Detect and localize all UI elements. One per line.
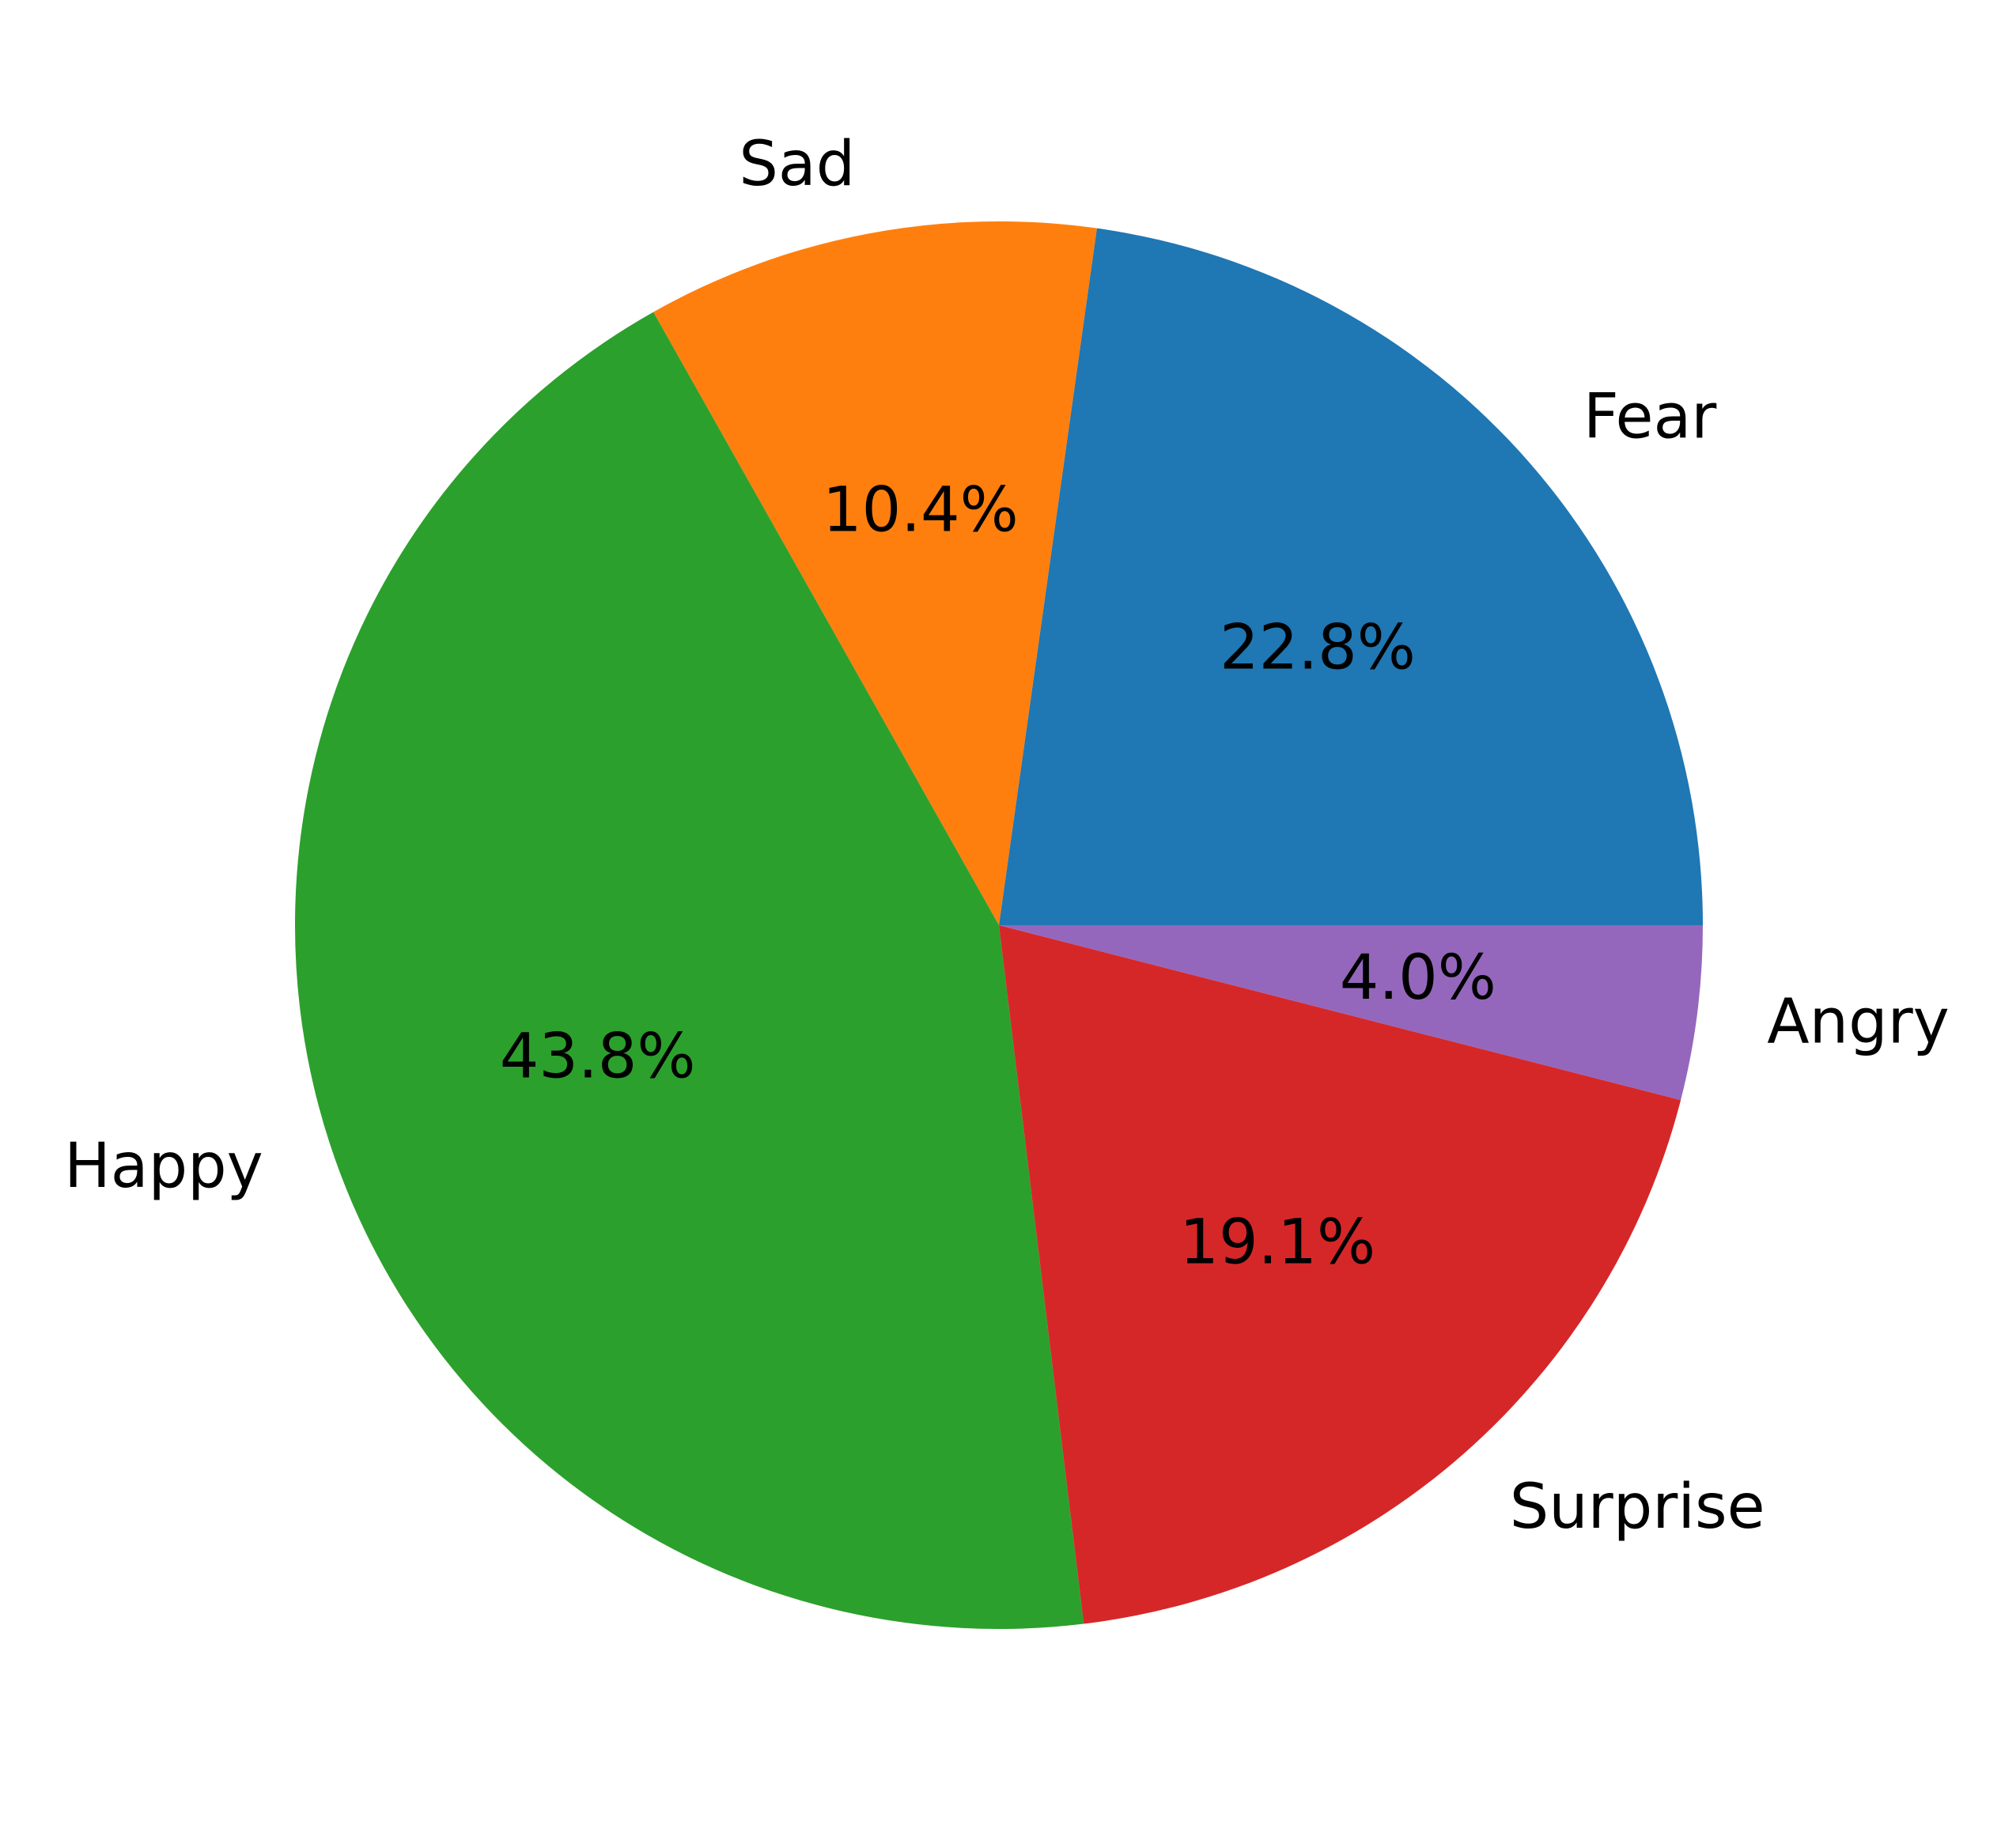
pie-slice-angry <box>999 925 1703 1101</box>
pct-label-happy: 43.8% <box>500 1021 696 1092</box>
slice-label-sad: Sad <box>739 129 855 200</box>
slice-label-fear: Fear <box>1583 382 1717 453</box>
pie-slice-fear <box>999 228 1703 925</box>
slice-label-surprise: Surprise <box>1510 1472 1765 1543</box>
pie-labels: Fear 22.8% Sad 10.4% Happy 43.8% Surprise 19.1%… <box>64 129 1950 1543</box>
pie-slice-sad <box>653 221 1097 925</box>
pie-slices <box>294 221 1703 1629</box>
pie-slice-surprise <box>999 925 1681 1624</box>
slice-label-happy: Happy <box>64 1131 263 1202</box>
pct-label-angry: 4.0% <box>1340 943 1496 1014</box>
pie-slice-happy <box>294 312 1084 1629</box>
slice-label-angry: Angry <box>1767 987 1950 1058</box>
pct-label-fear: 22.8% <box>1220 613 1416 684</box>
pct-label-sad: 10.4% <box>823 474 1019 546</box>
pct-label-surprise: 19.1% <box>1179 1207 1375 1278</box>
